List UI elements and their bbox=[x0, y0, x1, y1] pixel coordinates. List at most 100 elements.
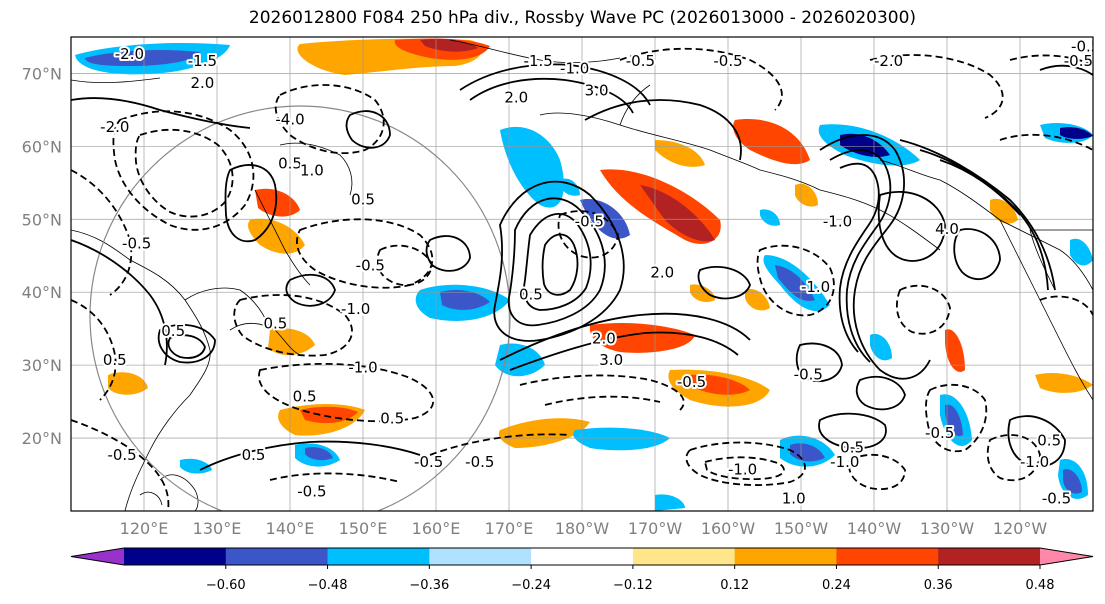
contour-label-halo: -0.5 bbox=[107, 446, 136, 464]
gridlines bbox=[71, 37, 1093, 511]
contour-label: -0.5 bbox=[107, 446, 136, 464]
contour-label: -1.0 bbox=[348, 358, 377, 376]
contour-label-halo: -2.0 bbox=[115, 45, 144, 63]
contour-label-halo: -0.5 bbox=[465, 453, 494, 471]
contour-label: 0.5 bbox=[263, 315, 287, 333]
lat-tick-label: 50°N bbox=[22, 210, 62, 229]
contour-label-halo: -2.0 bbox=[874, 52, 903, 70]
contour-label-halo: 2.0 bbox=[190, 74, 214, 92]
contour-label: -4.0 bbox=[275, 111, 304, 129]
contour-label: -0.5 bbox=[297, 482, 326, 500]
lon-tick-label: 130°W bbox=[920, 519, 975, 538]
contour-label-halo: -0.5 bbox=[297, 482, 326, 500]
contour-label-halo: 0.5 bbox=[263, 315, 287, 333]
contour-label-halo: -1.5 bbox=[524, 52, 553, 70]
contour-label: -0.5 bbox=[122, 234, 151, 252]
colorbar-segment bbox=[632, 548, 736, 565]
contour-label: 4.0 bbox=[935, 220, 959, 238]
contour-label: 0.5 bbox=[351, 191, 375, 209]
lat-tick-label: 70°N bbox=[22, 64, 62, 83]
colorbar-segment bbox=[429, 548, 532, 565]
contour-label: 0.5 bbox=[103, 351, 127, 369]
contour-label: -0.5 bbox=[1042, 490, 1071, 508]
contour-label-halo: -1.0 bbox=[1020, 453, 1049, 471]
colorbar-segment bbox=[734, 548, 837, 565]
contour-label: -1.0 bbox=[801, 278, 830, 296]
contour-label-halo: -1.0 bbox=[560, 59, 589, 77]
contour-label-halo: 0.5 bbox=[103, 351, 127, 369]
contour-label: 1.0 bbox=[300, 162, 324, 180]
lat-tick-label: 40°N bbox=[22, 283, 62, 302]
contour-label: 1.0 bbox=[782, 490, 806, 508]
contour-label-halo: -1.0 bbox=[728, 461, 757, 479]
lat-tick-label: 60°N bbox=[22, 137, 62, 156]
contour-label: 0.5 bbox=[242, 446, 266, 464]
lon-tick-label: 120°W bbox=[993, 519, 1048, 538]
contour-label-halo: -1.0 bbox=[801, 278, 830, 296]
colorbar-tick-label: −0.12 bbox=[613, 578, 653, 593]
contour-label-halo: -0.5 bbox=[794, 366, 823, 384]
contour-label: 0.5 bbox=[278, 154, 302, 172]
lon-tick-label: 180°W bbox=[555, 519, 610, 538]
contour-label: -1.5 bbox=[524, 52, 553, 70]
contour-label: -1.0 bbox=[728, 461, 757, 479]
colorbar-extend-high bbox=[1040, 548, 1093, 565]
contour-label-halo: -0.5 bbox=[626, 52, 655, 70]
contour-label: -1.0 bbox=[341, 300, 370, 318]
contour-label-halo: 2.0 bbox=[504, 89, 528, 107]
contour-label-halo: 0.5 bbox=[293, 388, 317, 406]
contour-label: 0.5 bbox=[161, 322, 185, 340]
contour-label: -2.0 bbox=[874, 52, 903, 70]
divergence-shading bbox=[75, 38, 1093, 511]
colorbar-outline bbox=[70, 547, 1094, 566]
latitude-labels: 20°N 30°N 40°N 50°N 60°N 70°N bbox=[22, 64, 62, 448]
contour-label: 2.0 bbox=[650, 264, 674, 282]
contour-labels: -2.0-2.0 -1.5-1.52.02.0-2.0-2.0 -4.0-4.00.… bbox=[98, 37, 1093, 510]
contour-label: -0.5 bbox=[713, 52, 742, 70]
contour-label-halo: 2.0 bbox=[650, 264, 674, 282]
colorbar-segment bbox=[124, 548, 227, 565]
contour-label: -0.5 bbox=[925, 424, 954, 442]
contour-label-halo: -4.0 bbox=[275, 111, 304, 129]
map-frame bbox=[70, 36, 1094, 512]
contour-label-halo: 0.5 bbox=[840, 439, 864, 457]
lon-tick-label: 160°E bbox=[412, 519, 461, 538]
negative-contours bbox=[71, 47, 1093, 511]
lon-tick-label: 150°W bbox=[774, 519, 829, 538]
contour-label-halo: -1.0 bbox=[348, 358, 377, 376]
contour-label: -0.5 bbox=[575, 213, 604, 231]
colorbar-segment bbox=[836, 548, 939, 565]
contour-label-halo: -0.5 bbox=[575, 213, 604, 231]
contour-label: -0.5 bbox=[465, 453, 494, 471]
colorbar-labels: −0.60 −0.48 −0.36 −0.24 −0.12 0.12 0.24 0.36 0.4… bbox=[206, 565, 1054, 593]
colorbar-tick-label: −0.60 bbox=[206, 578, 246, 593]
contour-label-halo: -0.5 bbox=[677, 373, 706, 391]
lon-tick-label: 140°W bbox=[847, 519, 902, 538]
contour-label: 0.5 bbox=[519, 286, 543, 304]
lat-tick-label: 20°N bbox=[22, 429, 62, 448]
rossby-wave-contours bbox=[71, 63, 1093, 471]
lon-tick-label: 130°E bbox=[193, 519, 242, 538]
lon-tick-label: 150°E bbox=[339, 519, 388, 538]
contour-label: 0.5 bbox=[380, 409, 404, 427]
reference-circle bbox=[89, 105, 511, 511]
colorbar-tick-label: 0.12 bbox=[720, 578, 749, 593]
contour-label: 0.5 bbox=[840, 439, 864, 457]
contour-label-halo: -0.5 bbox=[414, 453, 443, 471]
contour-label: 2.0 bbox=[592, 329, 616, 347]
contour-label: -0.5 bbox=[794, 366, 823, 384]
contour-label: -0.5 bbox=[356, 256, 385, 274]
contour-label-halo: 0.5 bbox=[161, 322, 185, 340]
contour-label-halo: 1.0 bbox=[300, 162, 324, 180]
contour-label: -1.0 bbox=[830, 453, 859, 471]
contour-label-halo: -0.5 bbox=[713, 52, 742, 70]
contour-label-halo: 0.5 bbox=[278, 154, 302, 172]
lon-tick-label: 170°E bbox=[485, 519, 534, 538]
contour-label: -0.5 bbox=[1064, 52, 1093, 70]
contour-label-halo: 0.5 bbox=[351, 191, 375, 209]
contour-label-halo: -0.5 bbox=[122, 234, 151, 252]
lon-tick-label: 140°E bbox=[266, 519, 315, 538]
contour-label-halo: 0.5 bbox=[380, 409, 404, 427]
contour-label-halo: 3.0 bbox=[599, 351, 623, 369]
